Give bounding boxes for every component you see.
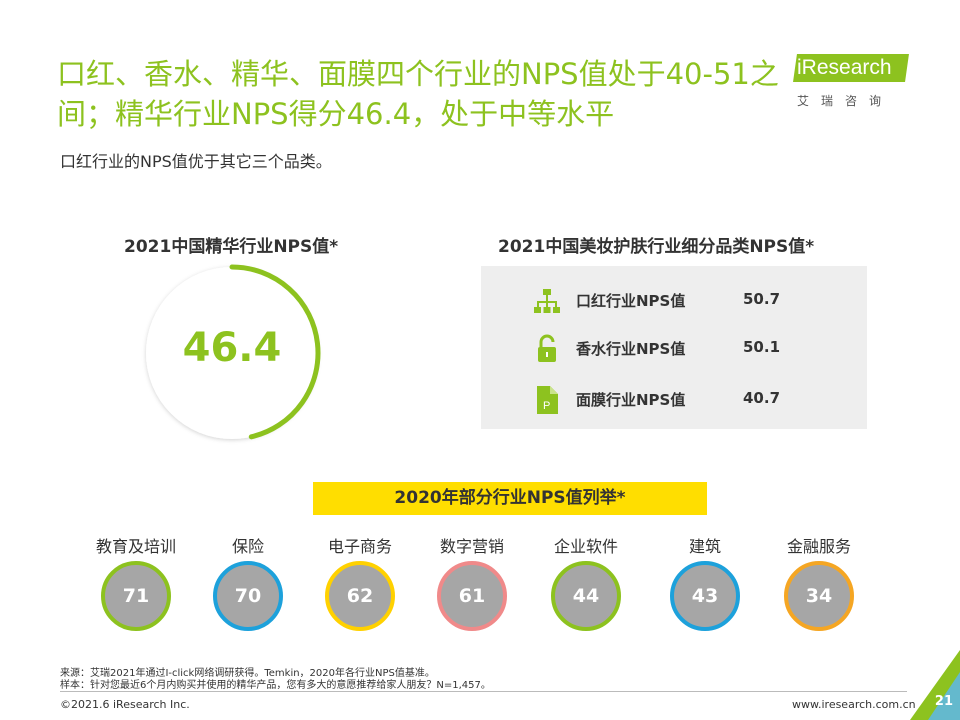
page-subtitle: 口红行业的NPS值优于其它三个品类。 (60, 152, 332, 171)
iresearch-logo: iResearch 艾瑞咨询 (793, 48, 920, 138)
logo-cn: 艾瑞咨询 (797, 94, 894, 108)
industry-nps-circle: 34 (784, 561, 854, 631)
svg-text:P: P (543, 400, 550, 412)
industry-label: 保险 (231, 537, 264, 556)
page-number: 21 (934, 694, 953, 709)
beauty-row-perfume: 香水行业NPS值 50.1 (481, 328, 867, 368)
file-p-icon: P (537, 386, 558, 414)
industry-nps-circle: 70 (213, 561, 283, 631)
source-note: 来源：艾瑞2021年通过I-click网络调研获得。Temkin，2020年各行… (60, 668, 435, 679)
industry-nps-circle: 61 (437, 561, 507, 631)
lock-icon (538, 334, 556, 362)
industry-label: 金融服务 (786, 537, 851, 556)
industry-label: 企业软件 (553, 537, 618, 556)
essence-nps-gauge (146, 264, 321, 440)
beauty-row-value: 50.7 (743, 290, 781, 308)
corner-decoration (910, 650, 960, 720)
sample-note: 样本：针对您最近6个月内购买并使用的精华产品，您有多大的意愿推荐给家人朋友？N=… (60, 680, 491, 691)
industries-banner: 2020年部分行业NPS值列举* (313, 482, 707, 515)
essence-nps-value: 46.4 (182, 325, 282, 371)
industry-nps-circle: 43 (670, 561, 740, 631)
beauty-row-mask: P 面膜行业NPS值 40.7 (481, 379, 867, 419)
industry-nps-circle: 62 (325, 561, 395, 631)
beauty-row-value: 50.1 (743, 338, 781, 356)
beauty-nps-panel: 口红行业NPS值 50.7 香水行业NPS值 50.1 P 面膜行业NPS值 4… (481, 266, 867, 429)
logo-wordmark: iResearch (797, 56, 892, 79)
beauty-row-lipstick: 口红行业NPS值 50.7 (481, 280, 867, 320)
footer-divider (60, 691, 907, 692)
industry-label: 建筑 (688, 537, 721, 556)
industry-nps-circle: 44 (551, 561, 621, 631)
copyright: ©2021.6 iResearch Inc. (60, 698, 190, 711)
website: www.iresearch.com.cn (792, 698, 916, 711)
page-title: 口红、香水、精华、面膜四个行业的NPS值处于40-51之间；精华行业NPS得分4… (57, 57, 779, 131)
beauty-nps-title: 2021中国美妆护肤行业细分品类NPS值* (498, 237, 815, 257)
beauty-row-label: 面膜行业NPS值 (576, 391, 686, 409)
industry-label: 教育及培训 (95, 537, 176, 556)
industry-label: 数字营销 (439, 537, 504, 556)
industry-nps-circle: 71 (101, 561, 171, 631)
beauty-row-label: 口红行业NPS值 (576, 292, 686, 310)
industry-label: 电子商务 (327, 537, 392, 556)
beauty-row-value: 40.7 (743, 389, 781, 407)
gauge-background (146, 267, 318, 439)
beauty-row-label: 香水行业NPS值 (576, 340, 686, 358)
essence-nps-title: 2021中国精华行业NPS值* (124, 237, 339, 257)
hierarchy-icon (534, 289, 560, 313)
gauge-arc (229, 264, 321, 440)
